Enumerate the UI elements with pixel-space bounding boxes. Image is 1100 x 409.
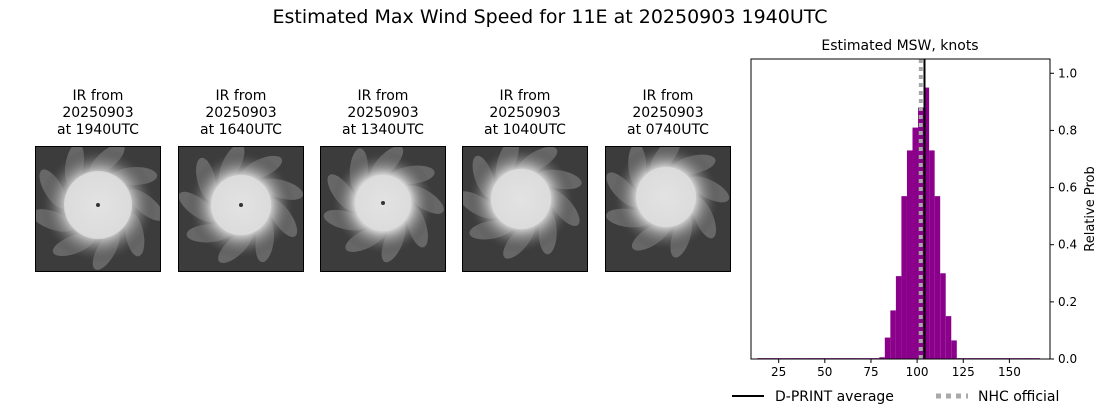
histogram-bar	[879, 357, 885, 359]
panel-label-date: 20250903	[489, 105, 561, 121]
panel-label-date: 20250903	[632, 105, 704, 121]
ir-panel-label: IR from 20250903 at 1040UTC	[462, 88, 588, 140]
histogram-bar	[940, 273, 946, 359]
ir-satellite-image	[35, 146, 161, 272]
chart-title: Estimated MSW, knots	[821, 38, 978, 54]
x-tick-label: 50	[817, 365, 832, 379]
histogram-bars	[757, 87, 1040, 360]
panel-label-date: 20250903	[205, 105, 277, 121]
y-tick-label: 0.6	[1058, 181, 1077, 195]
y-axis-label: Relative Prob	[1083, 166, 1098, 251]
plot-frame	[750, 58, 1051, 360]
y-axis-ticks: 0.0 0.2 0.4 0.6 0.8 1.0	[1050, 66, 1077, 366]
x-tick-label: 25	[771, 365, 786, 379]
histogram-bar	[895, 276, 902, 359]
panel-label-time: at 0740UTC	[627, 122, 709, 138]
histogram-bar	[951, 340, 957, 359]
ir-panel-label: IR from 20250903 at 1340UTC	[320, 88, 446, 140]
panel-label-date: 20250903	[347, 105, 419, 121]
panel-label-line: IR from	[72, 88, 124, 104]
ir-panel: IR from 20250903 at 1640UTC	[178, 88, 304, 272]
histogram-bar	[923, 87, 930, 360]
ir-panel-label: IR from 20250903 at 0740UTC	[605, 88, 731, 140]
histogram-bar	[934, 196, 941, 359]
histogram-bar	[912, 127, 919, 359]
y-tick-label: 0.4	[1058, 238, 1077, 252]
legend-label-dprint: D-PRINT average	[775, 389, 894, 405]
hurricane-cloud-icon	[179, 147, 303, 271]
ir-panel: IR from 20250903 at 1040UTC	[462, 88, 588, 272]
ir-panel: IR from 20250903 at 1940UTC	[35, 88, 161, 272]
y-tick-label: 0.8	[1058, 123, 1077, 137]
y-tick-label: 1.0	[1058, 66, 1077, 80]
x-tick-label: 100	[906, 365, 929, 379]
hurricane-cloud-icon	[36, 147, 160, 271]
ir-panel: IR from 20250903 at 0740UTC	[605, 88, 731, 272]
panel-label-time: at 1940UTC	[57, 122, 139, 138]
panel-label-line: IR from	[642, 88, 694, 104]
x-tick-label: 75	[863, 365, 878, 379]
hurricane-cloud-icon	[321, 147, 445, 271]
ir-satellite-image	[605, 146, 731, 272]
histogram-bar	[884, 337, 891, 359]
x-axis-ticks: 25 50 75 100 125 150	[771, 359, 1021, 379]
reference-lines	[918, 59, 926, 359]
histogram-bar	[901, 196, 907, 359]
hurricane-cloud-icon	[463, 147, 587, 271]
y-tick-label: 0.0	[1058, 352, 1077, 366]
panel-label-line: IR from	[499, 88, 551, 104]
panel-label-line: IR from	[357, 88, 409, 104]
ir-panel-label: IR from 20250903 at 1940UTC	[35, 88, 161, 140]
panel-label-time: at 1040UTC	[484, 122, 566, 138]
panel-label-date: 20250903	[62, 105, 134, 121]
panel-label-time: at 1340UTC	[342, 122, 424, 138]
ir-satellite-image	[320, 146, 446, 272]
x-tick-label: 125	[952, 365, 975, 379]
hurricane-cloud-icon	[606, 147, 730, 271]
ir-panel-label: IR from 20250903 at 1640UTC	[178, 88, 304, 140]
histogram-bar	[918, 107, 924, 359]
ir-satellite-image	[178, 146, 304, 272]
x-tick-label: 150	[998, 365, 1021, 379]
histogram-bar	[929, 150, 935, 359]
legend-label-nhc: NHC official	[978, 389, 1059, 405]
histogram-bar	[906, 150, 913, 359]
histogram-bar	[945, 316, 952, 359]
ir-panel: IR from 20250903 at 1340UTC	[320, 88, 446, 272]
panel-label-time: at 1640UTC	[200, 122, 282, 138]
y-tick-label: 0.2	[1058, 295, 1077, 309]
ir-satellite-image	[462, 146, 588, 272]
panel-label-line: IR from	[215, 88, 267, 104]
page-title: Estimated Max Wind Speed for 11E at 2025…	[272, 6, 828, 28]
histogram-bar	[890, 310, 896, 359]
